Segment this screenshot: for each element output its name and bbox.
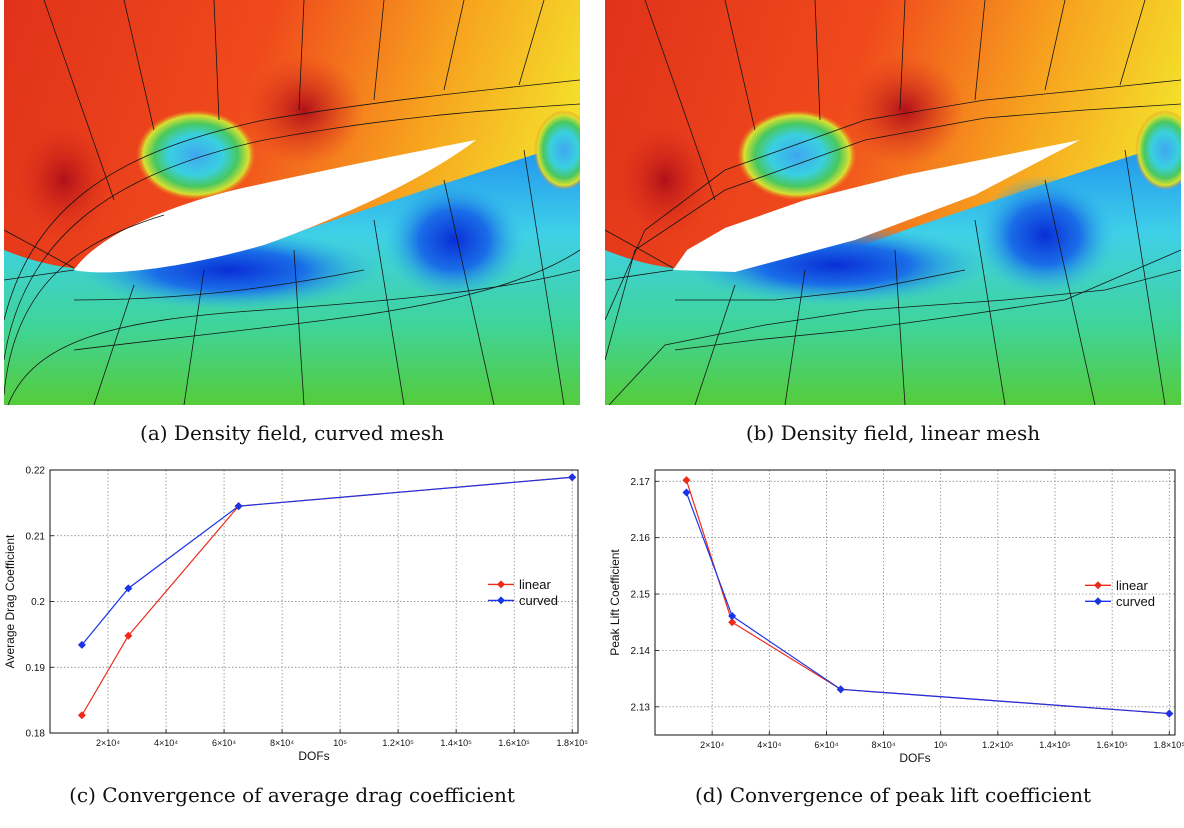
drag-x-tick-label: 1.4×10⁵ [440, 738, 472, 748]
drag-y-axis-label: Average Drag Coefficient [3, 534, 17, 668]
drag-legend-label-curved: curved [519, 593, 558, 608]
lift-point-linear [728, 618, 737, 627]
drag-x-tick-label: 1.2×10⁵ [382, 738, 414, 748]
density-field-linear-svg [605, 0, 1181, 405]
lift-y-tick-label: 2.16 [631, 533, 651, 544]
drag-x-tick-label: 8×10⁴ [270, 738, 294, 748]
drag-x-tick-label: 4×10⁴ [154, 738, 178, 748]
caption-a: (a) Density field, curved mesh [140, 421, 444, 445]
lift-convergence-svg: 2×10⁴ 4×10⁴ 6×10⁴ 8×10⁴ 10⁵ 1.2×10⁵ 1.4×10⁵ 1.6… [608, 469, 1184, 765]
drag-legend-marker-curved [497, 596, 505, 605]
lift-plot-area [655, 470, 1175, 735]
lift-x-tick-label: 10⁵ [934, 740, 948, 750]
drag-x-axis-label: DOFs [298, 749, 329, 763]
drag-point-curved [77, 640, 86, 649]
lift-y-tick-label: 2.13 [631, 702, 651, 713]
drag-y-tick-label: 0.22 [26, 466, 46, 477]
lift-x-tick-label: 6×10⁴ [814, 740, 838, 750]
lift-plot-frame [654, 469, 1176, 736]
density-field-curved-svg [4, 0, 580, 405]
lift-y-axis-label: Peak Lift Coefficient [608, 549, 622, 656]
drag-point-curved [124, 584, 133, 593]
drag-y-tick-label: 0.2 [31, 597, 45, 608]
drag-point-curved [568, 473, 577, 482]
lift-point-curved [682, 488, 691, 497]
lift-x-tick-label: 2×10⁴ [700, 740, 724, 750]
drag-y-tick-label: 0.19 [26, 663, 46, 674]
lift-convergence-chart: 2×10⁴ 4×10⁴ 6×10⁴ 8×10⁴ 10⁵ 1.2×10⁵ 1.4×10⁵ 1.6… [600, 455, 1184, 775]
drag-x-tick-label: 6×10⁴ [212, 738, 236, 748]
lift-point-curved [728, 612, 737, 621]
lift-point-linear [682, 476, 691, 485]
drag-legend-marker-linear [497, 580, 505, 589]
lift-x-tick-label: 1.6×10⁵ [1096, 740, 1128, 750]
drag-y-tick-label: 0.21 [26, 531, 46, 542]
lift-x-tick-label: 8×10⁴ [872, 740, 896, 750]
drag-convergence-svg: 2×10⁴ 4×10⁴ 6×10⁴ 8×10⁴ 10⁵ 1.2×10⁵ 1.4×10⁵ 1.6… [3, 466, 588, 764]
lift-x-tick-label: 1.4×10⁵ [1039, 740, 1071, 750]
drag-x-tick-label: 1.8×10⁵ [556, 738, 588, 748]
lift-legend-marker-curved [1094, 597, 1102, 606]
drag-plot-frame [49, 469, 579, 734]
lift-y-tick-label: 2.14 [631, 646, 651, 657]
density-field-linear-image [605, 0, 1181, 405]
drag-series-line-curved [81, 476, 573, 646]
lift-series-line-curved [685, 492, 1170, 715]
lift-x-tick-label: 4×10⁴ [757, 740, 781, 750]
drag-legend-label-linear: linear [519, 577, 551, 592]
drag-point-linear [124, 631, 133, 640]
caption-d: (d) Convergence of peak lift coefficient [694, 783, 1092, 807]
drag-y-tick-label: 0.18 [26, 729, 46, 740]
drag-point-curved [234, 502, 243, 511]
lift-legend-marker-linear [1094, 581, 1102, 590]
drag-x-tick-label: 1.6×10⁵ [498, 738, 530, 748]
caption-c: (c) Convergence of average drag coeffici… [69, 783, 515, 807]
lift-x-tick-label: 1.8×10⁵ [1154, 740, 1184, 750]
lift-point-curved [836, 685, 845, 694]
lift-x-axis-label: DOFs [899, 751, 930, 765]
lift-point-curved [1165, 709, 1174, 718]
drag-x-tick-label: 10⁵ [333, 738, 347, 748]
lift-y-tick-label: 2.15 [631, 590, 651, 601]
lift-y-tick-label: 2.17 [631, 477, 651, 488]
caption-b: (b) Density field, linear mesh [745, 421, 1041, 445]
lift-x-tick-label: 1.2×10⁵ [982, 740, 1014, 750]
drag-convergence-chart: 2×10⁴ 4×10⁴ 6×10⁴ 8×10⁴ 10⁵ 1.2×10⁵ 1.4×10⁵ 1.6… [0, 455, 590, 775]
drag-point-linear [77, 711, 86, 720]
lift-legend-label-curved: curved [1116, 594, 1155, 609]
drag-x-tick-label: 2×10⁴ [96, 738, 120, 748]
density-field-curved-image [4, 0, 580, 405]
lift-legend-label-linear: linear [1116, 578, 1148, 593]
